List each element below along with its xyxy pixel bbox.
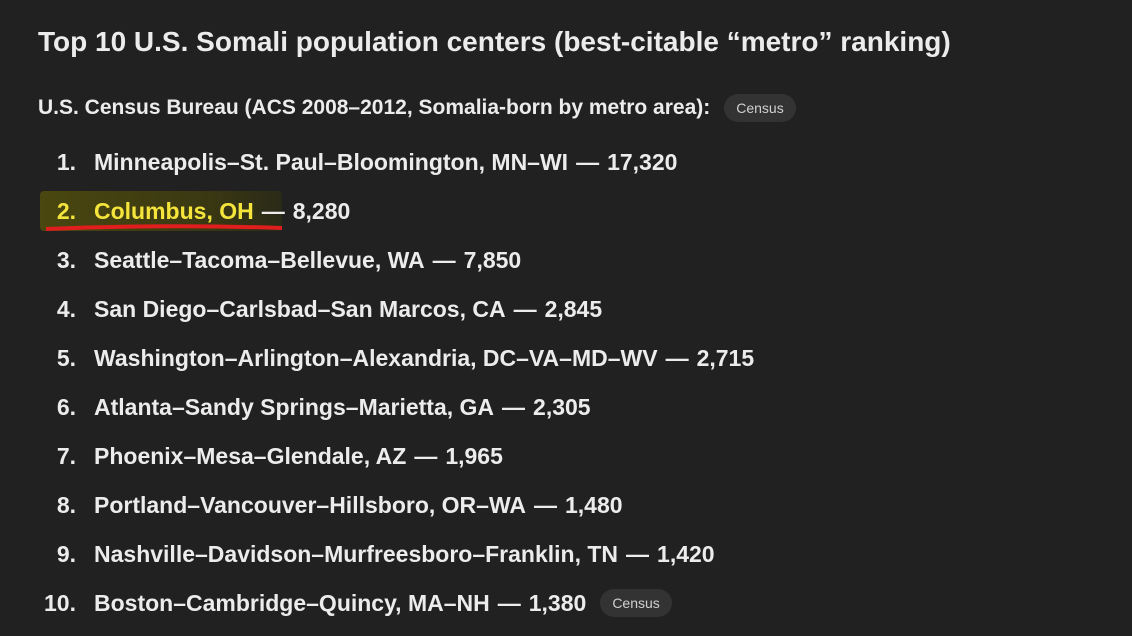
list-marker: 2. (56, 197, 76, 224)
population-count: 2,305 (533, 393, 591, 420)
separator: — (497, 589, 521, 616)
population-count: 1,380 (528, 589, 587, 616)
separator: — (513, 295, 537, 322)
place-name: Nashville–Davidson–Murfreesboro–Franklin… (94, 540, 619, 567)
place-name: Atlanta–Sandy Springs–Marietta, GA (94, 393, 495, 420)
source-badge[interactable]: Census (724, 94, 796, 122)
population-count: 1,965 (445, 442, 503, 469)
list-marker: 1. (56, 148, 76, 175)
list-marker: 5. (56, 344, 76, 371)
list-marker: 9. (56, 540, 76, 567)
place-name: Phoenix–Mesa–Glendale, AZ (94, 442, 407, 469)
separator: — (534, 491, 557, 518)
separator: — (626, 540, 650, 567)
place-name: Minneapolis–St. Paul–Bloomington, MN–WI (94, 148, 569, 175)
underline-stroke (45, 224, 283, 231)
list-item: 3. Seattle–Tacoma–Bellevue, WA — 7,850 (0, 240, 521, 280)
place-name: Washington–Arlington–Alexandria, DC–VA–M… (94, 344, 658, 371)
list-item: 1. Minneapolis–St. Paul–Bloomington, MN–W… (0, 142, 678, 182)
population-count: 7,850 (463, 246, 522, 273)
place-name: San Diego–Carlsbad–San Marcos, CA (94, 295, 506, 322)
list-item: 7. Phoenix–Mesa–Glendale, AZ — 1,965 (0, 436, 503, 476)
place-name: Seattle–Tacoma–Bellevue, WA (94, 246, 425, 273)
place-name: Portland–Vancouver–Hillsboro, OR–WA (94, 491, 526, 518)
separator: — (432, 246, 456, 273)
list-item: 6. Atlanta–Sandy Springs–Marietta, GA — 2,3… (0, 387, 591, 427)
underline (45, 224, 283, 231)
list-item: 8. Portland–Vancouver–Hillsboro, OR–WA — 1,… (0, 485, 623, 525)
list-marker: 6. (56, 393, 76, 420)
separator: — (261, 197, 285, 224)
population-count: 2,715 (696, 344, 755, 371)
population-count: 8,280 (292, 197, 351, 224)
list-marker: 7. (56, 442, 76, 469)
place-name: Boston–Cambridge–Quincy, MA–NH (94, 589, 490, 616)
list-marker: 4. (56, 295, 76, 322)
list-item: 2. Columbus, OH — 8,280 (0, 191, 350, 231)
separator: — (414, 442, 438, 469)
list-item: 10. Boston–Cambridge–Quincy, MA–NH — 1,380 C… (0, 583, 672, 623)
population-count: 1,480 (565, 491, 623, 518)
source-badge[interactable]: Census (600, 589, 672, 617)
list-marker: 10. (44, 589, 76, 616)
list-item: 9. Nashville–Davidson–Murfreesboro–Frankl… (0, 534, 715, 574)
separator: — (502, 393, 526, 420)
population-count: 17,320 (607, 148, 678, 175)
list-item: 5. Washington–Arlington–Alexandria, DC–VA… (0, 338, 754, 378)
intro: U.S. Census Bureau (ACS 2008–2012, Somal… (38, 94, 796, 122)
population-count: 1,420 (657, 540, 715, 567)
intro-text: U.S. Census Bureau (ACS 2008–2012, Somal… (38, 96, 711, 119)
list-marker: 3. (56, 246, 76, 273)
place-name: Columbus, OH (94, 197, 254, 224)
separator: — (576, 148, 600, 175)
separator: — (665, 344, 689, 371)
heading: Top 10 U.S. Somali population centers (b… (38, 26, 951, 57)
list-marker: 8. (56, 491, 76, 518)
population-count: 2,845 (544, 295, 603, 322)
list-item: 4. San Diego–Carlsbad–San Marcos, CA — 2,84… (0, 289, 602, 329)
